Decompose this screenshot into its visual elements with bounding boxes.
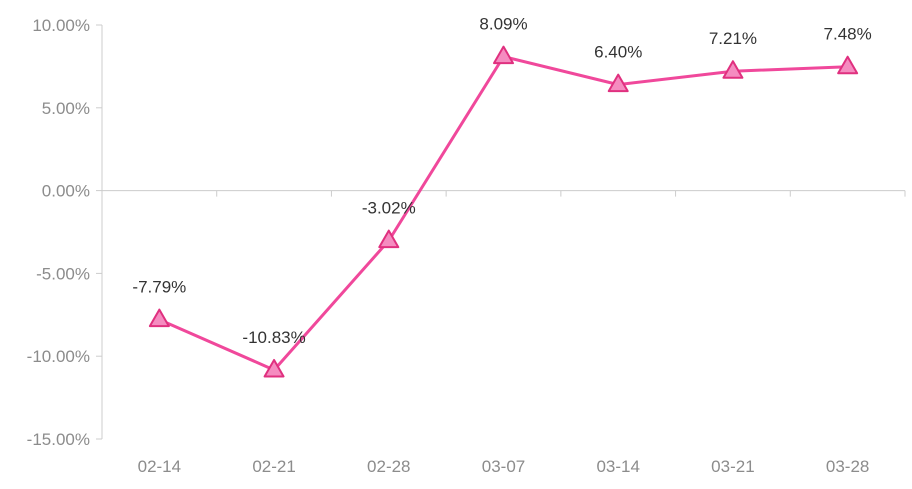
data-label: 7.48% [824,25,872,44]
x-tick-label: 03-14 [596,457,639,476]
data-point-marker [837,55,859,75]
y-tick-label: -5.00% [36,264,90,283]
data-point-marker [263,358,285,378]
y-tick-label: -15.00% [27,430,90,449]
x-tick-label: 03-28 [826,457,869,476]
data-label: 8.09% [479,15,527,34]
axes [101,25,906,439]
y-tick-label: 5.00% [42,99,90,118]
x-tick-label: 03-21 [711,457,754,476]
data-point-marker [722,60,744,79]
data-labels: -7.79% -10.83% -3.02% 8.09% 6.40% 7.21% 7.48% [132,15,871,347]
x-axis-ticks: 02-14 02-21 02-28 03-07 03-14 03-21 03-28 [138,457,870,476]
y-tick-label: -10.00% [27,347,90,366]
data-label: -10.83% [242,328,305,347]
x-tick-label: 02-28 [367,457,410,476]
y-axis-ticks: 10.00% 5.00% 0.00% -5.00% -10.00% -15.00% [27,16,102,449]
data-point-marker [148,308,170,328]
x-tick-label: 02-21 [252,457,295,476]
data-label: 6.40% [594,43,642,62]
data-label: -3.02% [362,199,416,218]
x-tick-label: 03-07 [482,457,525,476]
series-line [158,55,848,372]
y-tick-label: 0.00% [42,182,90,201]
data-point-marker [378,229,400,249]
data-point-marker [493,45,514,65]
x-tick-label: 02-14 [138,457,181,476]
data-point-marker [607,73,629,93]
y-tick-label: 10.00% [32,16,90,35]
data-label: 7.21% [709,29,757,48]
series-group [148,45,859,378]
data-label: -7.79% [132,278,186,297]
